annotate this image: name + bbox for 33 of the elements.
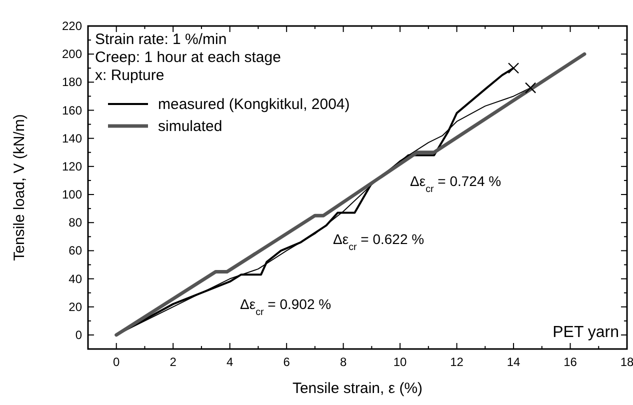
annotation: Δε$_{cr}$ = 0.724 % <box>410 173 502 194</box>
x-tick-label: 6 <box>283 355 290 369</box>
annotation: Creep: 1 hour at each stage <box>95 49 281 66</box>
y-tick-label: 100 <box>62 188 82 202</box>
x-tick-label: 4 <box>226 355 234 369</box>
y-tick-label: 80 <box>68 216 82 230</box>
annotation: Δε$_{cr}$ = 0.622 % <box>333 231 424 252</box>
x-axis-title: Tensile strain, ε (%) <box>292 380 423 397</box>
y-tick-label: 140 <box>62 131 82 146</box>
x-tick-label: 12 <box>450 355 464 369</box>
y-tick-label: 180 <box>62 75 82 90</box>
x-tick-label: 16 <box>564 355 578 369</box>
legend-label: measured (Kongkitkul, 2004) <box>158 96 350 113</box>
y-axis-title: Tensile load, V (kN/m) <box>11 114 28 261</box>
annotation: x: Rupture <box>95 67 164 84</box>
y-tick-label: 200 <box>62 47 82 62</box>
y-tick-label: 0 <box>75 328 82 342</box>
y-tick-label: 60 <box>68 244 82 258</box>
x-tick-label: 18 <box>620 355 633 369</box>
y-tick-label: 20 <box>68 300 82 314</box>
annotation: Strain rate: 1 %/min <box>95 31 227 48</box>
legend-label: simulated <box>158 118 222 135</box>
x-tick-label: 8 <box>340 355 347 369</box>
annotation: PET yarn <box>552 324 619 341</box>
y-tick-label: 120 <box>62 159 82 174</box>
x-tick-label: 0 <box>113 355 120 369</box>
x-tick-label: 2 <box>170 355 177 369</box>
x-tick-label: 10 <box>393 355 408 369</box>
y-tick-label: 220 <box>62 19 82 33</box>
y-tick-label: 160 <box>62 103 82 118</box>
y-tick-label: 40 <box>68 272 82 286</box>
x-tick-label: 14 <box>506 355 521 369</box>
annotation: Δε$_{cr}$ = 0.902 % <box>240 296 332 318</box>
